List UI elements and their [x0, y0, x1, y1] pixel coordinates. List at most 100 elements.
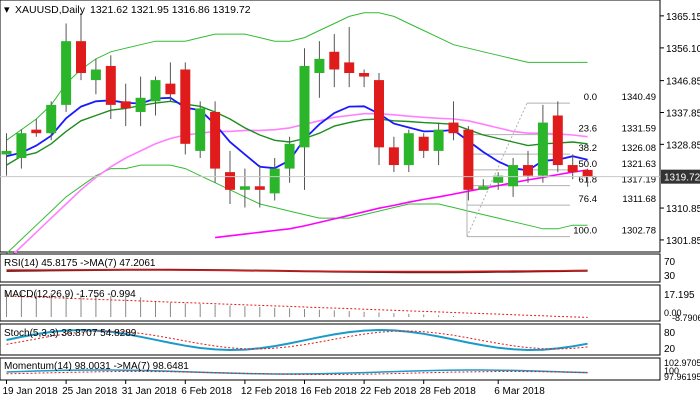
fib-value-50.0: 1321.63: [622, 159, 656, 170]
candle-body: [537, 122, 548, 176]
candle-body: [582, 169, 593, 177]
candle-body: [433, 129, 444, 151]
price-tick-label: 1356.10: [666, 44, 700, 55]
candle-body: [299, 65, 310, 148]
moving-averages: [5, 96, 588, 262]
candle-body: [508, 165, 519, 187]
date-tick-label: 6 Feb 2018: [181, 386, 232, 397]
candle-body: [403, 133, 414, 166]
date-tick-label: 19 Jan 2018: [3, 386, 58, 397]
candle-body: [46, 104, 57, 134]
green-ma-line: [6, 100, 588, 166]
fib-label-50.0: 50.0: [579, 159, 598, 170]
indicator-lines: [6, 268, 588, 375]
price-axis: 1365.15 1356.10 1346.85 1337.85 1328.85 1310.…: [0, 12, 700, 247]
fib-label-76.4: 76.4: [579, 194, 598, 205]
macd-tick-bottom: -8.7906: [672, 313, 700, 323]
current-price-label: 1319.72: [664, 173, 700, 184]
symbol-label: XAUUSD,Daily: [15, 4, 86, 16]
fib-trend-line: [466, 102, 528, 237]
price-tick-label: 1301.85: [666, 236, 700, 247]
date-tick-label: 31 Jan 2018: [122, 386, 177, 397]
candle-body: [314, 58, 325, 74]
macd-panel: [0, 284, 661, 322]
fib-label-0.0: 0.0: [584, 92, 597, 103]
current-price-tag: [661, 169, 700, 184]
stoch-tick-80: 80: [664, 328, 676, 339]
candle-body: [135, 97, 146, 112]
pink-ma-line: [5, 112, 588, 262]
candle-body: [76, 41, 86, 74]
candle-body: [493, 175, 504, 183]
candle-body: [195, 108, 206, 151]
candle-body: [31, 129, 42, 134]
fib-label-23.6: 23.6: [579, 124, 598, 135]
candle-body: [239, 186, 250, 190]
fib-value-0.0: 1340.49: [622, 92, 656, 103]
date-tick-label: 12 Feb 2018: [241, 386, 298, 397]
macd-tick-zero: 0.00: [664, 308, 682, 318]
candle-body: [329, 51, 340, 70]
candle-body: [225, 172, 235, 190]
candle-body: [374, 80, 384, 148]
candle-body: [61, 41, 72, 105]
ohlc-readout: 1321.62 1321.95 1316.86 1319.72: [90, 4, 251, 16]
candle-body: [344, 62, 355, 74]
stoch-signal-line: [6, 330, 588, 350]
candle-body: [523, 165, 533, 176]
rsi-tick-30: 30: [664, 271, 676, 282]
momentum-tick-top: 102.9705: [664, 358, 700, 368]
candlesticks: [1, 12, 593, 208]
price-tick-label: 1328.85: [666, 140, 700, 151]
stoch-label: Stoch(5,3,3) 36.8707 54.8289: [4, 328, 137, 339]
candle-body: [463, 129, 474, 190]
rsi-panel: [0, 253, 661, 283]
rsi-label: RSI(14) 45.8175 ->MA(7) 47.2061: [4, 258, 156, 269]
fib-value-100.0: 1302.78: [622, 226, 656, 237]
candle-body: [210, 111, 221, 169]
magenta-ma-line: [215, 169, 588, 239]
band-upper-line: [6, 12, 588, 141]
candle-body: [180, 69, 191, 144]
fib-label-38.2: 38.2: [579, 143, 598, 154]
price-tick-label: 1346.85: [666, 77, 700, 88]
price-panel: [0, 0, 661, 253]
momentum-panel: [0, 357, 661, 381]
momentum-tick-bottom: 97.96195: [664, 372, 700, 382]
candle-body: [284, 143, 295, 169]
candle-body: [359, 73, 370, 77]
macd-label: MACD(12,26,9) -1.756 -0.994: [4, 289, 136, 300]
stoch-tick-20: 20: [664, 344, 676, 355]
momentum-line: [6, 369, 588, 375]
price-tick-label: 1365.15: [666, 12, 700, 23]
momentum-ma-line: [6, 371, 588, 375]
fib-value-23.6: 1331.59: [622, 124, 656, 135]
chart-menu-icon[interactable]: ▾: [4, 4, 10, 16]
candle-body: [418, 136, 429, 151]
date-tick-label: 6 Mar 2018: [494, 386, 545, 397]
date-tick-label: 22 Feb 2018: [360, 386, 417, 397]
candle-body: [254, 186, 265, 190]
stoch-panel: [0, 323, 661, 356]
date-tick-label: 28 Feb 2018: [420, 386, 477, 397]
candle-body: [120, 101, 131, 109]
price-tick-label: 1310.85: [666, 204, 700, 215]
date-axis: 19 Jan 2018 25 Jan 2018 31 Jan 2018 6 Feb 2…: [3, 380, 545, 397]
date-tick-label: 16 Feb 2018: [301, 386, 358, 397]
fib-label-100.0: 100.0: [573, 226, 597, 237]
date-tick-label: 25 Jan 2018: [62, 386, 117, 397]
candle-body: [1, 150, 12, 155]
candle-body: [567, 165, 578, 173]
blue-ma-line: [6, 96, 588, 172]
fib-value-76.4: 1311.68: [622, 194, 656, 205]
candle-body: [269, 168, 280, 194]
macd-signal-line: [6, 295, 588, 318]
momentum-label: Momentum(14) 98.0031 ->MA(7) 98.6481: [4, 361, 189, 372]
candle-body: [105, 65, 116, 105]
macd-tick-top: 17.195: [664, 290, 695, 301]
candle-body: [90, 69, 101, 81]
rsi-tick-70: 70: [664, 257, 676, 268]
candle-body: [16, 133, 27, 158]
